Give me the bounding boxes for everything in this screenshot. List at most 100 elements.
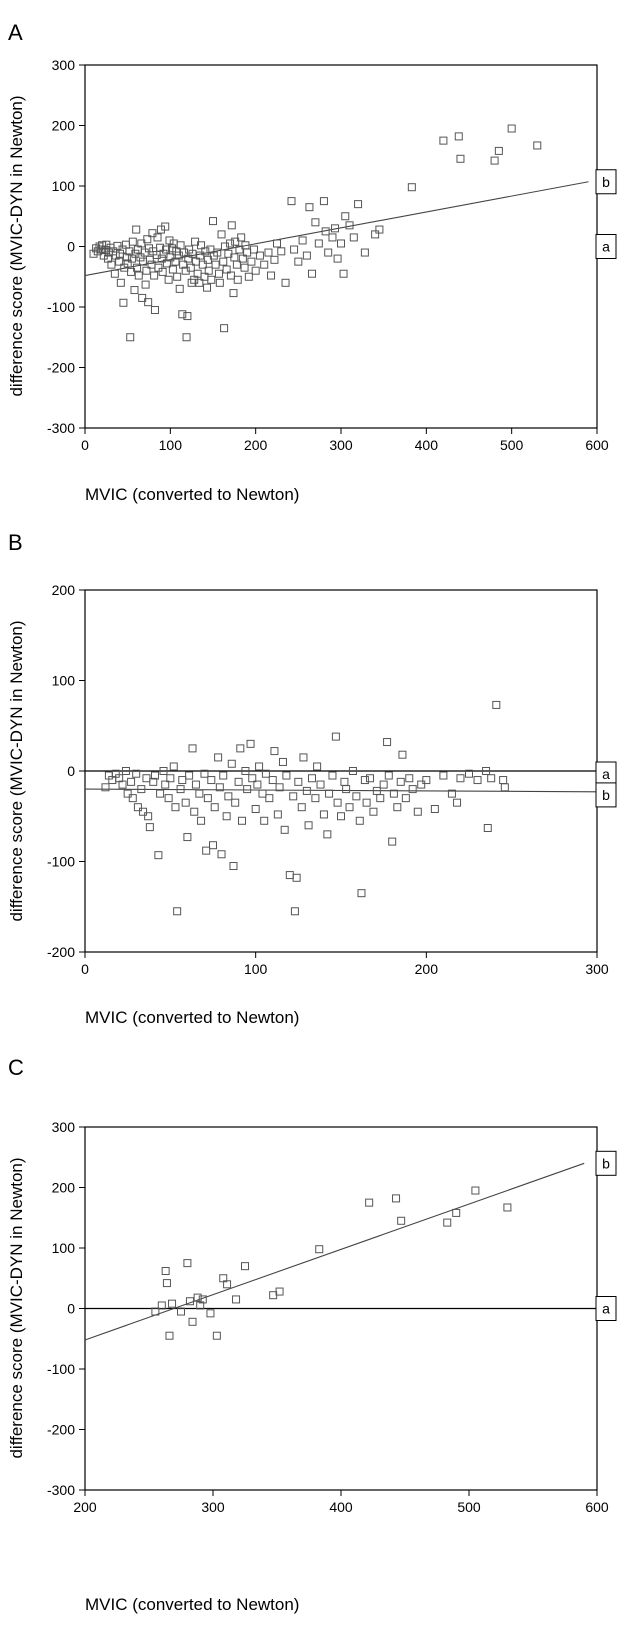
line-label-b: b bbox=[602, 787, 610, 803]
data-point bbox=[226, 239, 235, 248]
data-point bbox=[229, 289, 238, 298]
x-tick-label: 0 bbox=[81, 437, 89, 453]
data-point bbox=[369, 807, 378, 816]
data-point bbox=[127, 777, 136, 786]
data-point bbox=[203, 283, 212, 292]
x-tick-label: 300 bbox=[201, 1499, 225, 1515]
data-point bbox=[196, 251, 205, 260]
data-point bbox=[348, 767, 357, 775]
panel-label: A bbox=[8, 20, 23, 45]
data-point bbox=[169, 762, 178, 771]
data-point bbox=[185, 771, 194, 780]
data-point bbox=[233, 275, 242, 284]
data-point bbox=[127, 267, 136, 276]
data-point bbox=[277, 247, 286, 256]
data-point bbox=[188, 744, 197, 753]
data-point bbox=[236, 744, 245, 753]
data-point bbox=[153, 233, 162, 242]
data-point bbox=[176, 785, 185, 794]
panel-label: B bbox=[8, 530, 23, 555]
data-point bbox=[337, 812, 345, 821]
data-point bbox=[215, 783, 224, 792]
data-point bbox=[179, 260, 188, 269]
data-point bbox=[166, 253, 175, 262]
data-point bbox=[209, 841, 217, 850]
data-point bbox=[270, 255, 279, 264]
data-point bbox=[196, 1301, 205, 1310]
data-point bbox=[439, 136, 448, 145]
data-point bbox=[241, 767, 250, 775]
data-point bbox=[188, 1317, 197, 1326]
data-point bbox=[178, 310, 187, 319]
line-label-box-a bbox=[595, 1296, 617, 1321]
y-tick-label: -100 bbox=[47, 1361, 75, 1377]
data-point bbox=[175, 284, 184, 293]
data-point bbox=[126, 333, 135, 342]
data-point bbox=[247, 257, 256, 266]
data-point bbox=[388, 837, 397, 846]
data-point bbox=[328, 233, 337, 242]
data-point bbox=[232, 260, 241, 269]
data-point bbox=[499, 776, 508, 785]
data-point bbox=[211, 260, 220, 269]
data-point bbox=[241, 1262, 249, 1271]
x-tick-label: 300 bbox=[585, 961, 609, 977]
data-point bbox=[443, 1218, 452, 1227]
data-point bbox=[130, 286, 139, 295]
data-point bbox=[200, 769, 209, 778]
data-point bbox=[413, 807, 422, 816]
data-point bbox=[487, 774, 496, 783]
data-point bbox=[140, 248, 149, 257]
data-point bbox=[195, 278, 204, 287]
data-point bbox=[227, 759, 236, 768]
line-label-a: a bbox=[602, 766, 610, 782]
data-point bbox=[282, 771, 291, 780]
data-point bbox=[122, 253, 131, 262]
panel-b: B 200 100 0 -100 -200 0 100 200 300 MVIC (converte… bbox=[7, 530, 617, 1027]
regression-line-b bbox=[84, 1162, 585, 1341]
data-point bbox=[401, 794, 410, 803]
line-label-box-a bbox=[595, 234, 617, 259]
data-point bbox=[128, 794, 137, 803]
data-point bbox=[118, 780, 127, 789]
x-tick-label: 0 bbox=[81, 961, 89, 977]
data-point bbox=[137, 785, 146, 794]
data-point bbox=[128, 237, 137, 246]
data-point bbox=[275, 783, 284, 792]
data-point bbox=[294, 257, 303, 266]
data-point bbox=[144, 298, 153, 307]
data-point bbox=[248, 774, 257, 783]
data-point bbox=[393, 803, 402, 812]
data-point bbox=[219, 257, 228, 266]
data-point bbox=[240, 263, 249, 272]
y-tick-label: -100 bbox=[47, 299, 75, 315]
data-point bbox=[407, 183, 416, 192]
data-point bbox=[289, 792, 298, 801]
data-point bbox=[197, 241, 206, 250]
data-point bbox=[355, 816, 364, 825]
data-point bbox=[237, 233, 246, 242]
line-label-a: a bbox=[602, 239, 610, 255]
data-point bbox=[173, 272, 182, 281]
data-point bbox=[482, 767, 491, 775]
x-tick-label: 100 bbox=[159, 437, 183, 453]
data-point bbox=[162, 245, 171, 254]
data-point bbox=[115, 257, 124, 266]
data-point bbox=[273, 810, 282, 819]
data-point bbox=[213, 248, 222, 257]
y-tick-label: 0 bbox=[67, 239, 75, 255]
data-point bbox=[342, 785, 351, 794]
data-point bbox=[243, 785, 252, 794]
data-point bbox=[325, 789, 334, 798]
data-point bbox=[304, 821, 313, 830]
data-point bbox=[447, 789, 456, 798]
data-point bbox=[203, 255, 212, 264]
data-point bbox=[302, 251, 311, 260]
data-point bbox=[207, 776, 216, 785]
data-point bbox=[260, 260, 269, 269]
x-tick-label: 400 bbox=[329, 1499, 353, 1515]
data-point bbox=[452, 1208, 461, 1217]
data-point bbox=[222, 265, 231, 274]
y-axis-title: difference score (MVIC-DYN in Newton) bbox=[7, 620, 26, 921]
